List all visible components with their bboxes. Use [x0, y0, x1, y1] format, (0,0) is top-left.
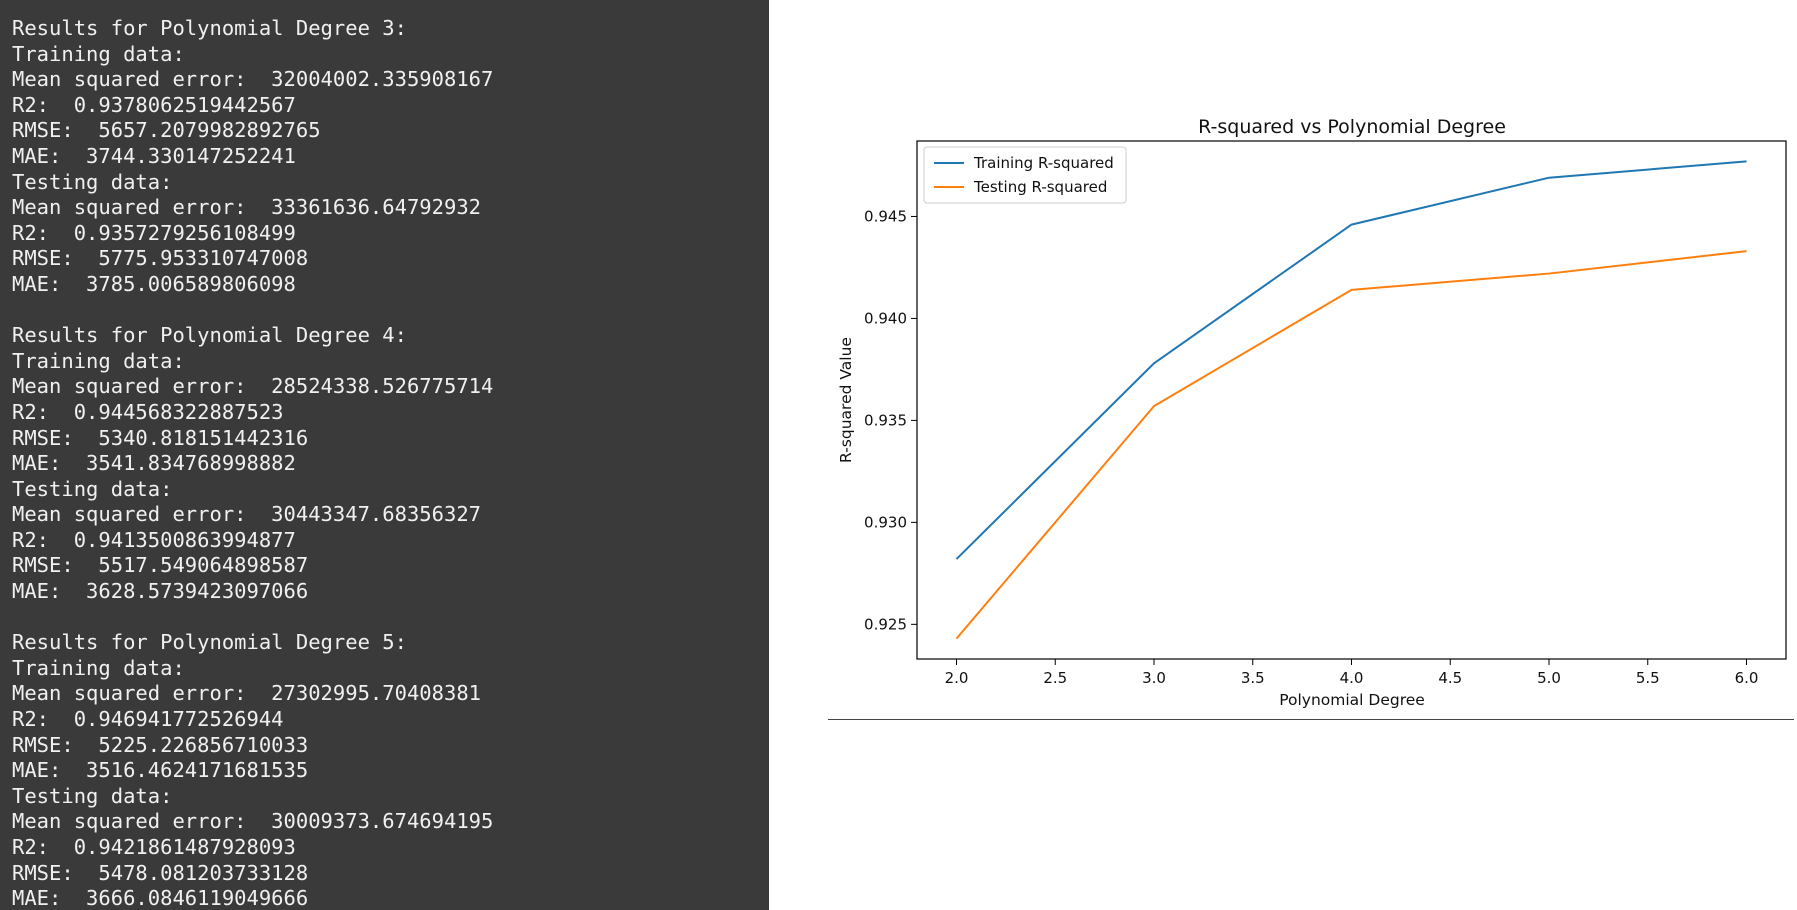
x-tick-label: 2.0 — [945, 669, 969, 687]
testing-mse: Mean squared error: 30443347.68356327 — [12, 502, 481, 527]
x-tick-label: 2.5 — [1043, 669, 1067, 687]
series-lines — [955, 160, 1747, 640]
y-tick-label: 0.925 — [864, 615, 907, 633]
blank-line — [12, 298, 769, 324]
training-label: Training data: — [12, 348, 185, 373]
training-mse: Mean squared error: 28524338.526775714 — [12, 374, 494, 399]
training-label: Training data: — [12, 655, 185, 680]
training-mae: MAE: 3744.330147252241 — [12, 143, 296, 168]
blank-line — [12, 605, 769, 631]
testing-r2: R2: 0.9421861487928093 — [12, 835, 296, 859]
y-tick-label: 0.940 — [864, 309, 907, 327]
testing-label: Testing data: — [12, 783, 173, 808]
training-r2: R2: 0.944568322887523 — [12, 399, 284, 424]
plot-area-frame — [916, 140, 1787, 660]
testing-label: Testing data: — [12, 169, 173, 194]
training-label: Training data: — [12, 41, 185, 66]
chart-panel: R-squared vs Polynomial Degree 2.0 2.5 3.0… — [826, 100, 1791, 730]
y-tick-label: 0.935 — [864, 411, 907, 429]
result-header: Results for Polynomial Degree 4: — [12, 323, 407, 348]
y-tick-label: 0.930 — [864, 513, 907, 531]
testing-rmse: RMSE: 5775.953310747008 — [12, 246, 309, 271]
testing-mae: MAE: 3666.0846119049666 — [12, 886, 309, 910]
x-tick-label: 5.5 — [1636, 669, 1660, 687]
y-tick-label: 0.945 — [864, 207, 907, 225]
training-rmse: RMSE: 5657.2079982892765 — [12, 118, 321, 143]
testing-mse: Mean squared error: 33361636.64792932 — [12, 195, 481, 220]
testing-mae: MAE: 3628.5739423097066 — [12, 579, 309, 604]
result-header: Results for Polynomial Degree 5: — [12, 630, 407, 655]
testing-rmse: RMSE: 5517.549064898587 — [12, 553, 309, 578]
y-axis-ticks: 0.925 0.930 0.935 0.940 0.945 — [864, 207, 917, 633]
result-block-degree-3: Results for Polynomial Degree 3: Trainin… — [12, 16, 769, 298]
chart-title: R-squared vs Polynomial Degree — [1198, 116, 1506, 138]
x-tick-label: 3.0 — [1142, 669, 1166, 687]
legend-label-training: Training R-squared — [973, 154, 1114, 172]
x-axis-ticks: 2.0 2.5 3.0 3.5 4.0 4.5 5.0 5.5 6.0 — [945, 659, 1759, 687]
x-tick-label: 4.0 — [1340, 669, 1364, 687]
x-tick-label: 4.5 — [1438, 669, 1462, 687]
result-block-degree-4: Results for Polynomial Degree 4: Trainin… — [12, 323, 769, 605]
testing-r2: R2: 0.9413500863994877 — [12, 527, 296, 552]
training-rmse: RMSE: 5225.226856710033 — [12, 732, 309, 757]
training-r2: R2: 0.946941772526944 — [12, 707, 284, 732]
x-tick-label: 6.0 — [1735, 669, 1759, 687]
training-r-squared-line — [955, 160, 1747, 560]
testing-r2: R2: 0.9357279256108499 — [12, 220, 296, 245]
testing-mae: MAE: 3785.006589806098 — [12, 271, 296, 296]
result-header: Results for Polynomial Degree 3: — [12, 16, 407, 40]
training-mae: MAE: 3541.834768998882 — [12, 451, 296, 476]
testing-rmse: RMSE: 5478.081203733128 — [12, 860, 309, 885]
y-axis-label: R-squared Value — [837, 337, 855, 463]
result-block-degree-5: Results for Polynomial Degree 5: Trainin… — [12, 630, 769, 910]
x-tick-label: 5.0 — [1537, 669, 1561, 687]
training-rmse: RMSE: 5340.818151442316 — [12, 425, 309, 450]
x-tick-label: 3.5 — [1241, 669, 1265, 687]
testing-mse: Mean squared error: 30009373.674694195 — [12, 809, 494, 834]
divider-line — [828, 719, 1794, 720]
legend-label-testing: Testing R-squared — [973, 178, 1107, 196]
training-r2: R2: 0.9378062519442567 — [12, 92, 296, 117]
testing-label: Testing data: — [12, 476, 173, 501]
x-axis-label: Polynomial Degree — [1279, 691, 1425, 709]
console-output-panel: Results for Polynomial Degree 3: Trainin… — [0, 0, 769, 910]
testing-r-squared-line — [955, 250, 1747, 640]
training-mse: Mean squared error: 27302995.70408381 — [12, 681, 481, 706]
training-mse: Mean squared error: 32004002.335908167 — [12, 67, 494, 92]
r-squared-line-chart: R-squared vs Polynomial Degree 2.0 2.5 3.0… — [837, 116, 1787, 709]
legend-box — [923, 146, 1127, 204]
training-mae: MAE: 3516.4624171681535 — [12, 758, 309, 783]
legend: Training R-squared Testing R-squared — [923, 146, 1127, 204]
